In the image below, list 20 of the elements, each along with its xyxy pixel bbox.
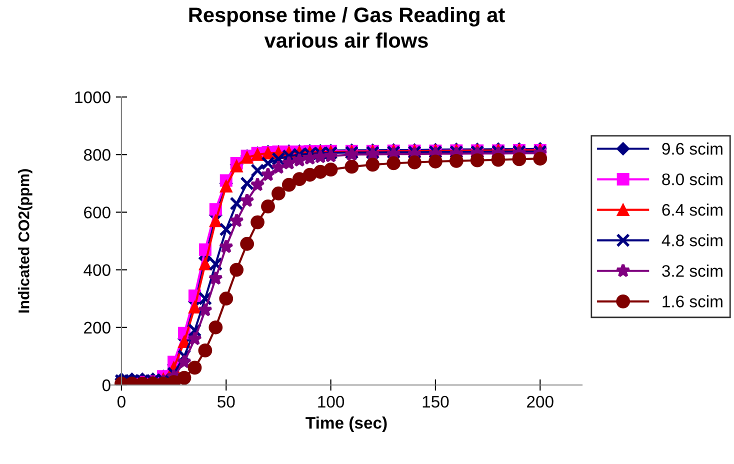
y-tick-label: 600 xyxy=(84,206,110,218)
legend-label: 1.6 scim xyxy=(662,295,722,308)
y-tick-label: 200 xyxy=(84,322,110,334)
x-tick-label: 50 xyxy=(218,396,235,408)
x-tick-label: 100 xyxy=(318,396,344,408)
y-tick-label: 800 xyxy=(84,149,110,161)
y-tick-label: 0 xyxy=(102,379,110,392)
x-tick-label: 0 xyxy=(117,396,126,408)
legend-label: 6.4 scim xyxy=(662,204,722,216)
legend-label: 4.8 scim xyxy=(662,234,722,246)
y-axis-title: Indicated CO2(ppm) xyxy=(18,169,32,313)
legend-label: 8.0 scim xyxy=(662,173,722,186)
x-axis-title: Time (sec) xyxy=(306,416,387,432)
chart-title: Response time / Gas Reading at various air flows xyxy=(189,6,505,48)
legend-label: 3.2 scim xyxy=(662,264,722,277)
y-tick-label: 1000 xyxy=(75,91,110,104)
legend-label: 9.6 scim xyxy=(662,142,722,155)
x-tick-label: 150 xyxy=(422,396,449,408)
x-tick-label: 200 xyxy=(527,396,554,408)
y-tick-label: 400 xyxy=(84,264,110,276)
